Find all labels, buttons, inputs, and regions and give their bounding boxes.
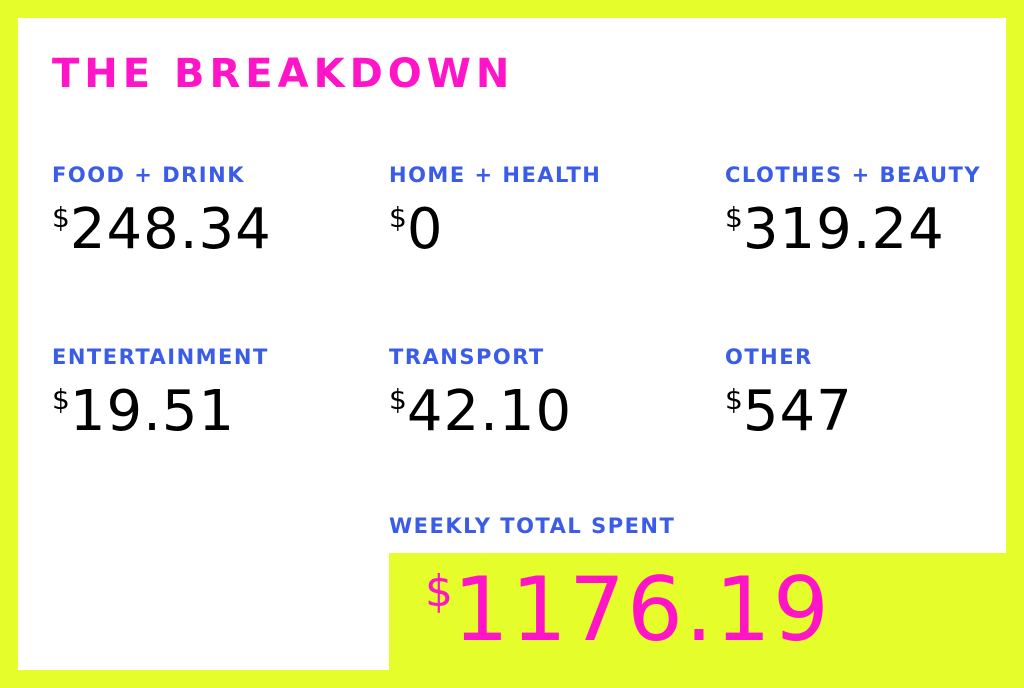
category-other: OTHER $547 bbox=[725, 347, 1024, 440]
category-food-drink: FOOD + DRINK $248.34 bbox=[52, 165, 352, 258]
category-label: TRANSPORT bbox=[389, 345, 545, 369]
category-home-health: HOME + HEALTH $0 bbox=[389, 165, 689, 258]
category-amount: $19.51 bbox=[52, 384, 352, 440]
category-label: OTHER bbox=[725, 345, 813, 369]
category-label: FOOD + DRINK bbox=[52, 163, 245, 187]
category-amount: $319.24 bbox=[725, 202, 1024, 258]
currency-symbol: $ bbox=[725, 383, 743, 416]
currency-symbol: $ bbox=[389, 201, 407, 234]
category-entertainment: ENTERTAINMENT $19.51 bbox=[52, 347, 352, 440]
amount-value: 248.34 bbox=[69, 197, 272, 262]
amount-value: 19.51 bbox=[69, 379, 236, 444]
category-label: CLOTHES + BEAUTY bbox=[725, 163, 982, 187]
total-highlight-box bbox=[389, 553, 1024, 688]
category-amount: $547 bbox=[725, 384, 1024, 440]
category-transport: TRANSPORT $42.10 bbox=[389, 347, 689, 440]
currency-symbol: $ bbox=[52, 383, 70, 416]
amount-value: 0 bbox=[406, 197, 444, 262]
amount-value: 42.10 bbox=[406, 379, 573, 444]
amount-value: 319.24 bbox=[742, 197, 945, 262]
amount-value: 547 bbox=[742, 379, 853, 444]
total-label: WEEKLY TOTAL SPENT bbox=[389, 514, 676, 538]
currency-symbol: $ bbox=[425, 566, 453, 617]
category-clothes-beauty: CLOTHES + BEAUTY $319.24 bbox=[725, 165, 1024, 258]
category-amount: $248.34 bbox=[52, 202, 352, 258]
currency-symbol: $ bbox=[725, 201, 743, 234]
total-amount: $1176.19 bbox=[425, 566, 831, 654]
currency-symbol: $ bbox=[389, 383, 407, 416]
category-label: ENTERTAINMENT bbox=[52, 345, 269, 369]
category-amount: $42.10 bbox=[389, 384, 689, 440]
total-amount-value: 1176.19 bbox=[453, 558, 831, 661]
category-label: HOME + HEALTH bbox=[389, 163, 602, 187]
page-title: THE BREAKDOWN bbox=[52, 51, 515, 97]
currency-symbol: $ bbox=[52, 201, 70, 234]
category-amount: $0 bbox=[389, 202, 689, 258]
